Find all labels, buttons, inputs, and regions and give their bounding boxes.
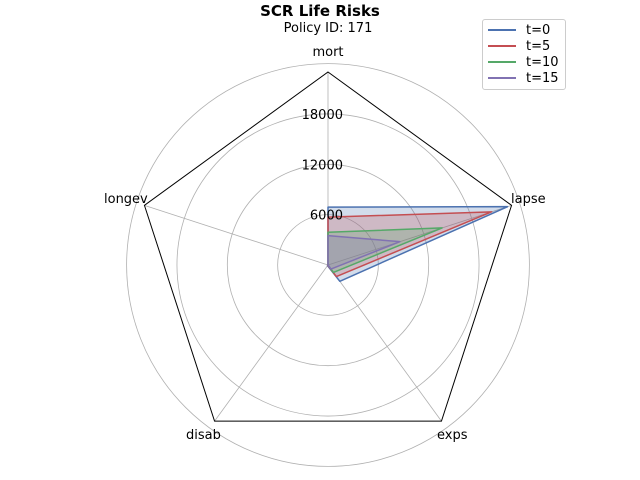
legend-label: t=10: [526, 54, 559, 70]
chart-subtitle: Policy ID: 171: [283, 21, 373, 36]
legend-label: t=5: [526, 38, 551, 54]
r-tick-label: 18000: [302, 108, 343, 123]
legend-item: t=15: [488, 70, 565, 86]
radar-series: [326, 205, 509, 283]
radar-frame: [143, 71, 513, 422]
radar-labels: 6000 12000 18000 mort lapse exps disab longev: [104, 45, 546, 443]
legend-item: t=5: [488, 38, 565, 54]
axis-label: lapse: [511, 192, 546, 207]
grid-ring: [126, 63, 530, 467]
legend-swatch: [488, 29, 516, 31]
legend-item: t=10: [488, 54, 565, 70]
legend-label: t=0: [526, 22, 551, 38]
legend-label: t=15: [526, 70, 559, 86]
legend-item: t=0: [488, 22, 565, 38]
r-tick-label: 12000: [302, 158, 343, 173]
grid-spoke: [327, 204, 512, 266]
r-tick-label: 6000: [310, 209, 343, 224]
axis-label: exps: [437, 428, 468, 443]
series-area: [327, 234, 401, 270]
grid-spoke: [327, 264, 442, 422]
legend: t=0 t=5 t=10 t=15: [482, 19, 566, 90]
axis-label: longev: [104, 192, 148, 207]
chart-title: SCR Life Risks: [260, 2, 380, 20]
legend-swatch: [488, 45, 516, 47]
legend-swatch: [488, 77, 516, 79]
radar-grid: [126, 63, 530, 467]
grid-spoke: [144, 204, 329, 266]
grid-spoke: [214, 264, 329, 422]
axis-label: mort: [312, 45, 343, 60]
axis-label: disab: [186, 428, 221, 443]
legend-swatch: [488, 61, 516, 63]
